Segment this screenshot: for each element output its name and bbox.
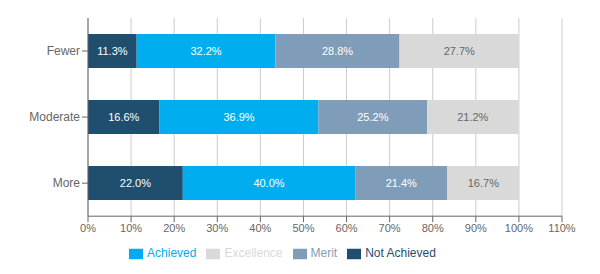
- html-text:Excellence: Excellence: [224, 246, 283, 261]
- svg-text:30%: 30%: [206, 222, 228, 234]
- svg-text:36.9%: 36.9%: [223, 111, 254, 123]
- svg-text:Moderate: Moderate: [29, 110, 80, 124]
- svg-text:21.2%: 21.2%: [457, 111, 488, 123]
- svg-text:28.8%: 28.8%: [322, 45, 353, 57]
- svg-text:10%: 10%: [120, 222, 142, 234]
- svg-text:60%: 60%: [336, 222, 358, 234]
- svg-text:50%: 50%: [292, 222, 314, 234]
- svg-text:80%: 80%: [422, 222, 444, 234]
- svg-text:16.6%: 16.6%: [108, 111, 139, 123]
- svg-text:110%: 110%: [548, 222, 576, 234]
- svg-text:40.0%: 40.0%: [253, 177, 284, 189]
- svg-text:0%: 0%: [80, 222, 96, 234]
- svg-text:32.2%: 32.2%: [190, 45, 221, 57]
- svg-text:25.2%: 25.2%: [357, 111, 388, 123]
- svg-text:27.7%: 27.7%: [444, 45, 475, 57]
- svg-text:22.0%: 22.0%: [120, 177, 151, 189]
- svg-text:20%: 20%: [163, 222, 185, 234]
- svg-text:16.7%: 16.7%: [468, 177, 499, 189]
- svg-text:21.4%: 21.4%: [386, 177, 417, 189]
- svg-text:70%: 70%: [379, 222, 401, 234]
- svg-text:100%: 100%: [505, 222, 533, 234]
- html-text:Achieved: Achieved: [147, 246, 197, 261]
- svg-text:11.3%: 11.3%: [97, 45, 128, 57]
- svg-text:Fewer: Fewer: [47, 44, 80, 58]
- svg-text:40%: 40%: [249, 222, 271, 234]
- svg-text:More: More: [53, 176, 81, 190]
- svg-text:90%: 90%: [465, 222, 487, 234]
- html-text:Merit: Merit: [310, 246, 338, 261]
- html-text:Not Achieved: Not Achieved: [365, 246, 436, 261]
